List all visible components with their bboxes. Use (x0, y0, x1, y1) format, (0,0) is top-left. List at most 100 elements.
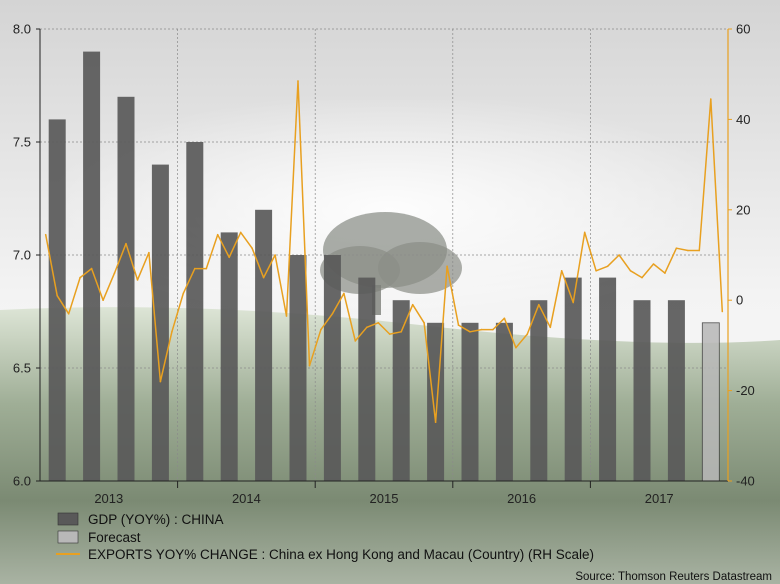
exports-point (228, 256, 230, 259)
exports-point (354, 340, 357, 342)
exports-point (434, 421, 437, 424)
gdp-bar (358, 277, 376, 481)
left-tick-label: 6.5 (13, 361, 31, 376)
x-axis-year-labels: 2013 2014 2015 2016 2017 (94, 481, 674, 506)
exports-point (675, 247, 678, 249)
exports-point (331, 313, 334, 315)
exports-point (560, 270, 563, 272)
gdp-bar (151, 164, 169, 481)
exports-point (538, 303, 540, 306)
exports-point (687, 249, 689, 252)
exports-point (710, 98, 712, 100)
exports-point (457, 324, 460, 326)
left-tick-label: 8.0 (13, 22, 31, 37)
exports-point (515, 346, 517, 349)
exports-line (44, 80, 724, 423)
exports-point (136, 279, 139, 281)
exports-point (159, 380, 162, 383)
gdp-bar (461, 322, 479, 481)
exports-point (572, 301, 574, 304)
left-axis-ticks: 6.0 6.5 7.0 7.5 8.0 (13, 22, 40, 489)
exports-point (595, 270, 597, 272)
exports-point (469, 331, 471, 333)
exports-point (171, 331, 173, 333)
exports-point (67, 313, 70, 315)
gdp-bar (323, 255, 341, 481)
exports-point (148, 251, 150, 254)
right-tick-label: 40 (736, 112, 750, 127)
right-tick-label: 0 (736, 293, 743, 308)
exports-point (698, 249, 701, 252)
exports-point (182, 292, 185, 295)
exports-line-layer (44, 80, 724, 424)
left-tick-label: 7.0 (13, 248, 31, 263)
gdp-bar (599, 277, 617, 481)
gdp-bar (495, 322, 513, 481)
exports-point (251, 247, 253, 249)
exports-point (526, 333, 529, 335)
right-tick-label: 60 (736, 22, 750, 37)
right-axis-ticks: -40 -20 0 20 40 60 (728, 22, 755, 489)
year-label: 2013 (94, 491, 123, 506)
exports-point (90, 267, 93, 270)
gdp-bars (48, 51, 685, 482)
exports-point (503, 317, 506, 320)
legend-label-gdp: GDP (YOY%) : CHINA (88, 512, 224, 527)
left-tick-label: 6.0 (13, 474, 31, 489)
gdp-bar (633, 300, 651, 481)
exports-point (652, 263, 655, 265)
legend-swatch-forecast (57, 530, 79, 544)
exports-point (423, 322, 425, 324)
gdp-bar (392, 300, 410, 481)
exports-point (664, 272, 666, 274)
legend-swatch-gdp (57, 512, 79, 526)
exports-point (583, 231, 586, 234)
exports-point (216, 233, 219, 236)
exports-point (113, 272, 116, 274)
exports-point (308, 364, 311, 367)
exports-point (205, 267, 208, 270)
exports-point (492, 328, 494, 331)
forecast-bar (701, 322, 720, 482)
gdp-bar (117, 96, 135, 482)
gdp-bar (530, 300, 548, 481)
exports-point (480, 328, 483, 331)
exports-point (618, 254, 620, 256)
year-label: 2016 (507, 491, 536, 506)
exports-point (44, 233, 47, 236)
right-tick-label: -20 (736, 383, 755, 398)
exports-point (79, 276, 81, 279)
legend-label-exports: EXPORTS YOY% CHANGE : China ex Hong Kong… (88, 547, 594, 562)
exports-point (606, 265, 609, 268)
exports-point (411, 303, 414, 306)
exports-point (641, 276, 643, 279)
legend-label-forecast: Forecast (88, 530, 141, 545)
exports-point (297, 80, 299, 82)
exports-point (239, 231, 242, 234)
exports-point (629, 270, 632, 272)
exports-point (125, 242, 127, 245)
gdp-bar (220, 232, 238, 481)
gdp-bar (186, 142, 204, 481)
left-tick-label: 7.5 (13, 135, 31, 150)
source-note: Source: Thomson Reuters Datastream (575, 571, 772, 583)
exports-point (262, 276, 265, 279)
legend: GDP (YOY%) : CHINA Forecast EXPORTS YOY%… (56, 512, 594, 562)
exports-point (377, 322, 380, 324)
exports-point (194, 267, 196, 270)
exports-point (56, 294, 58, 297)
exports-point (446, 265, 448, 268)
exports-point (400, 331, 403, 333)
year-label: 2015 (370, 491, 399, 506)
exports-point (366, 326, 368, 329)
gdp-bar (255, 209, 273, 482)
year-label: 2017 (645, 491, 674, 506)
gdp-bar (564, 277, 582, 481)
exports-point (721, 310, 724, 313)
exports-point (274, 254, 276, 256)
right-tick-label: -40 (736, 474, 755, 489)
gdp-bar (667, 300, 685, 481)
